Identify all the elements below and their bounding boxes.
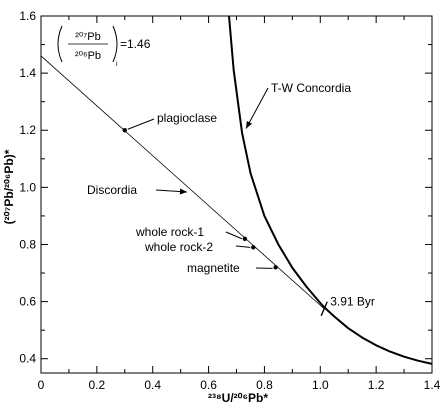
x-tick-label: 0	[38, 378, 45, 392]
concordia-arrow	[245, 87, 269, 129]
point-leader-line	[127, 118, 155, 130]
discordia-label: Discordia	[87, 183, 137, 197]
x-tick-label: 0.6	[200, 378, 217, 392]
concordia-arrow-head	[246, 120, 253, 129]
data-point	[251, 245, 256, 250]
data-points	[122, 128, 278, 270]
concordia-label: T-W Concordia	[271, 81, 351, 95]
point-label: magnetite	[187, 261, 240, 275]
y-tick-label: 1.0	[19, 180, 36, 194]
ratio-numerator: ²⁰⁷Pb	[75, 31, 101, 43]
y-tick-label: 0.4	[19, 352, 36, 366]
ratio-value: =1.46	[120, 37, 151, 51]
concordia-curve	[228, 15, 433, 365]
y-tick-label: 1.2	[19, 123, 36, 137]
y-tick-label: 0.8	[19, 237, 36, 251]
data-point	[273, 265, 278, 270]
x-tick-label: 0.4	[144, 378, 161, 392]
discordia-arrow-head	[179, 188, 187, 195]
point-label: whole rock-2	[144, 240, 213, 254]
ratio-subscript: i	[116, 61, 118, 68]
y-axis-label: (²⁰⁷Pb/²⁰⁶Pb)*	[2, 149, 16, 224]
age-annotation: 3.91 Byr	[330, 295, 375, 309]
initial-ratio-box: ²⁰⁷Pb ²⁰⁶Pb i =1.46	[57, 25, 151, 68]
x-tick-label: 0.8	[256, 378, 273, 392]
y-tick-label: 1.6	[19, 9, 36, 23]
point-leader-line	[225, 231, 243, 240]
x-tick-label: 1.2	[368, 378, 385, 392]
ratio-right-paren	[112, 25, 118, 63]
y-tick-label: 1.4	[19, 66, 36, 80]
ratio-denominator: ²⁰⁶Pb	[75, 50, 101, 62]
x-tick-label: 1.0	[312, 378, 329, 392]
point-label: plagioclase	[157, 111, 217, 125]
x-axis-label: ²³⁸U/²⁰⁶Pb*	[208, 391, 268, 405]
point-leader-line	[235, 245, 251, 248]
x-tick-label: 0.2	[89, 378, 106, 392]
ratio-left-paren	[57, 25, 63, 63]
x-tick-label: 1.4	[424, 378, 441, 392]
axis-ticks: 0 0.2 0.4 0.6 0.8 1.0 1.2 1.4 0.4 0.6 0.8 1.0 1.2 1.4…	[19, 9, 440, 392]
point-label: whole rock-1	[135, 225, 204, 239]
intersection-mark	[320, 301, 328, 317]
y-tick-label: 0.6	[19, 295, 36, 309]
data-point	[122, 128, 127, 133]
data-point	[242, 236, 248, 241]
